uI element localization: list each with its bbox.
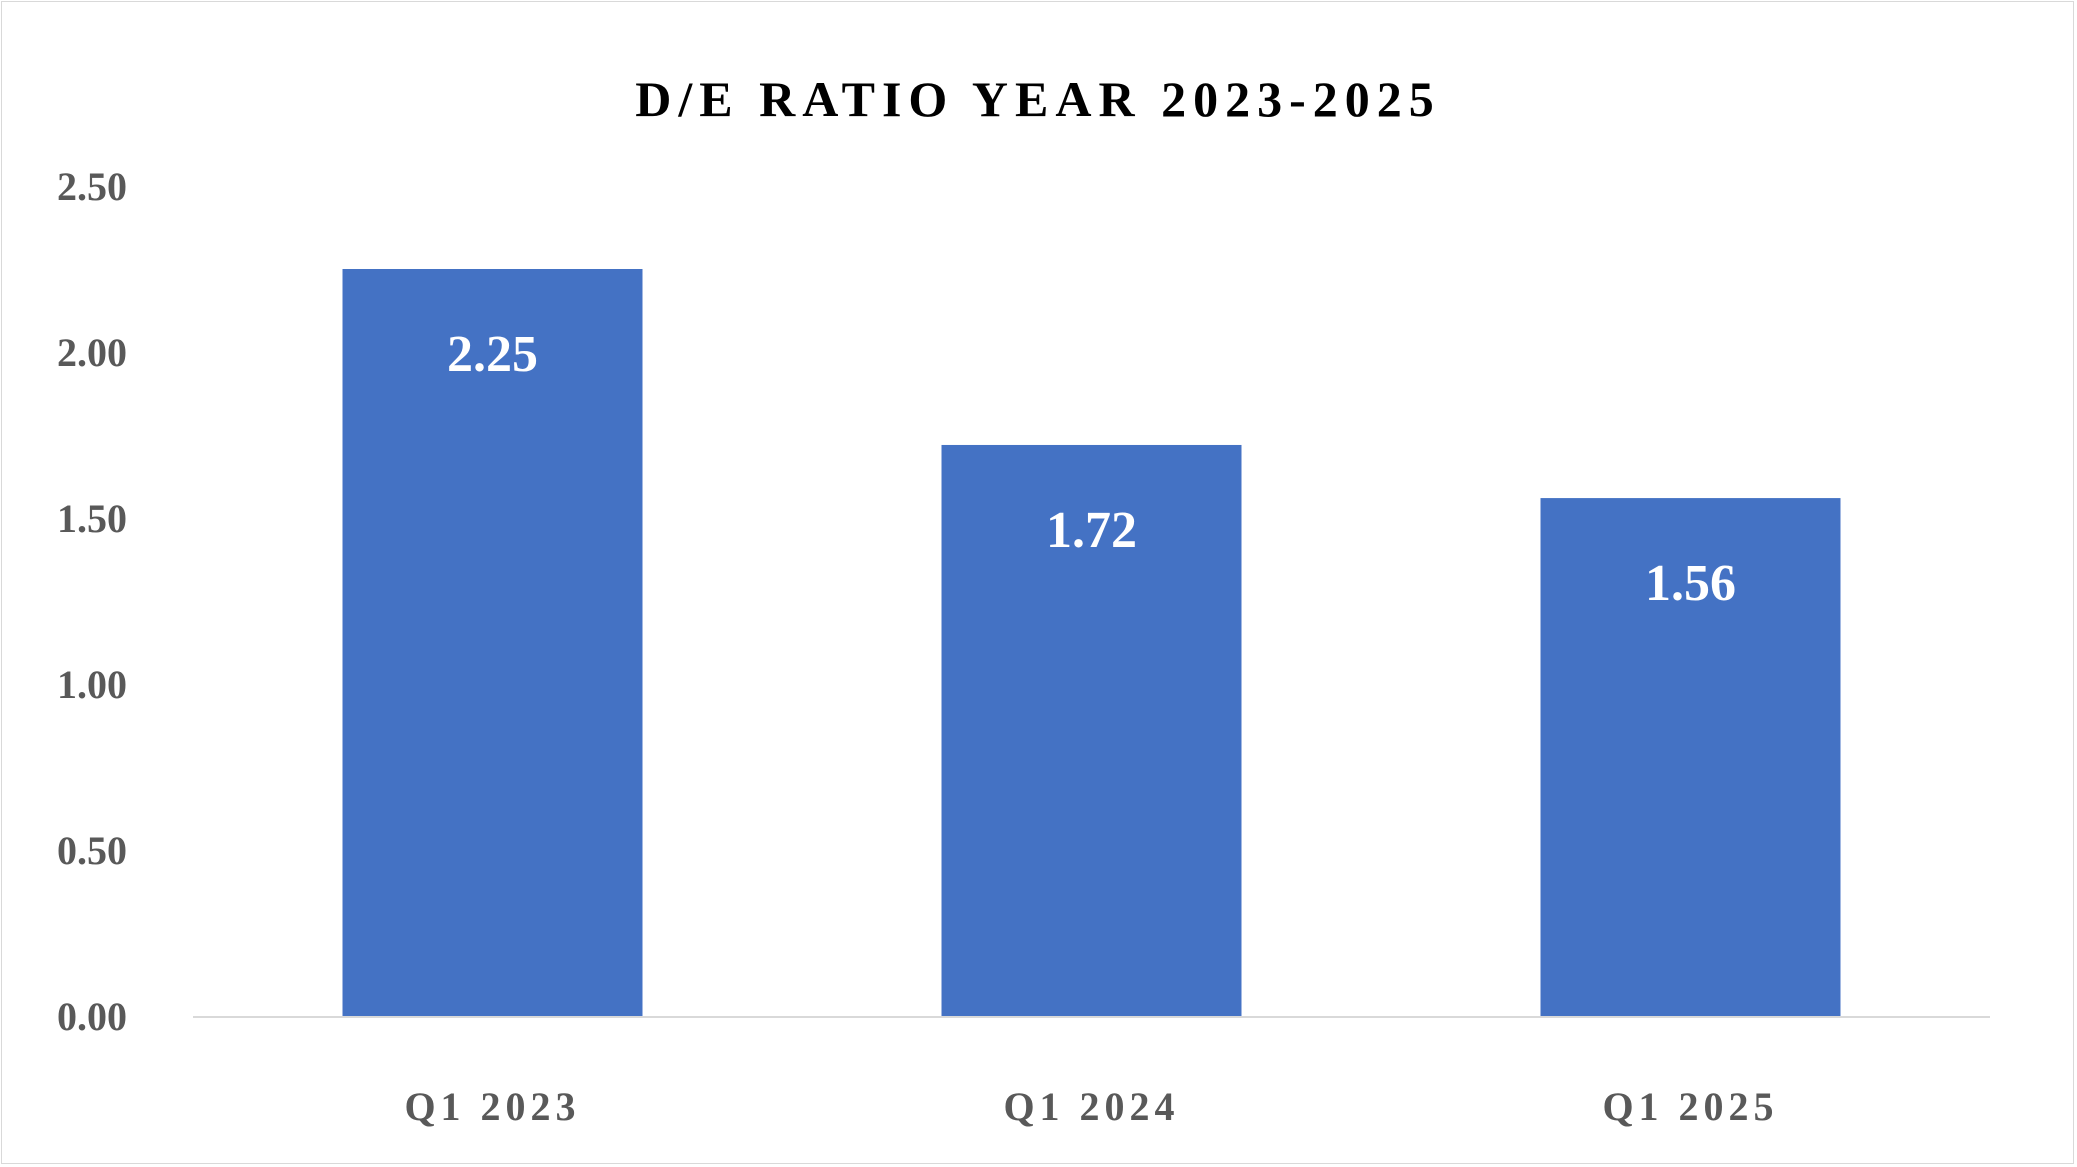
data-labels: 2.25 1.72 1.56 bbox=[447, 326, 1736, 612]
chart-title: D/E RATIO YEAR 2023-2025 bbox=[635, 71, 1441, 127]
bar bbox=[342, 269, 643, 1016]
x-tick-label: Q1 2023 bbox=[404, 1084, 580, 1129]
x-tick-label: Q1 2024 bbox=[1003, 1084, 1179, 1129]
bars bbox=[342, 269, 1841, 1017]
bar-value-label: 1.72 bbox=[1046, 502, 1137, 559]
x-tick-label: Q1 2025 bbox=[1602, 1084, 1778, 1129]
y-tick-label: 1.00 bbox=[57, 662, 127, 707]
bar bbox=[1540, 498, 1841, 1017]
bar-value-label: 1.56 bbox=[1645, 555, 1736, 612]
x-axis-ticks: Q1 2023 Q1 2024 Q1 2025 bbox=[404, 1084, 1778, 1129]
y-tick-label: 2.00 bbox=[57, 330, 127, 375]
y-tick-label: 2.50 bbox=[57, 164, 127, 209]
y-axis-ticks: 0.00 0.50 1.00 1.50 2.00 2.50 bbox=[57, 164, 127, 1039]
y-tick-label: 0.00 bbox=[57, 994, 127, 1039]
y-tick-label: 1.50 bbox=[57, 496, 127, 541]
bar bbox=[941, 444, 1242, 1017]
bar-value-label: 2.25 bbox=[447, 326, 538, 383]
y-tick-label: 0.50 bbox=[57, 828, 127, 873]
